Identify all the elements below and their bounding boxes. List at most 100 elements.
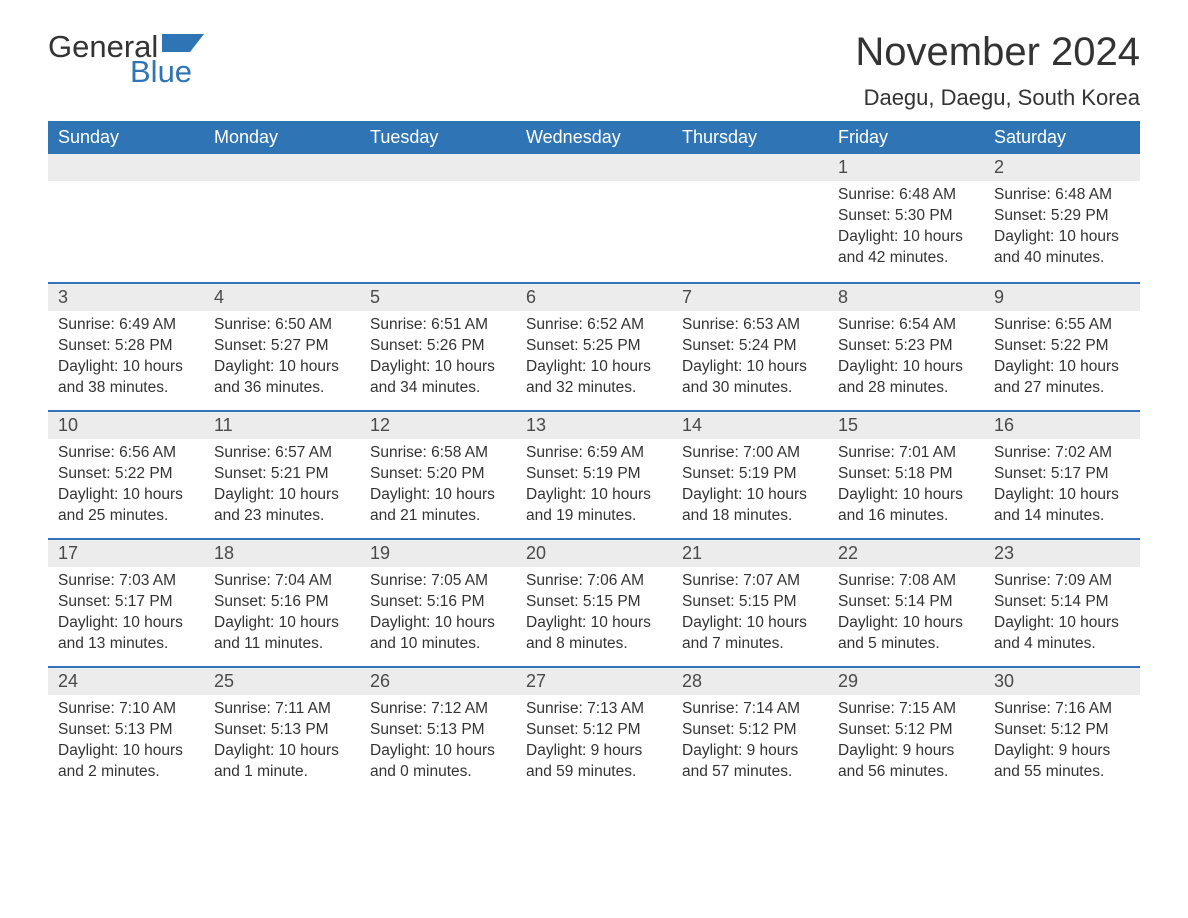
daylight-text: Daylight: 10 hours and 7 minutes. — [682, 613, 818, 655]
day-number: 2 — [984, 154, 1140, 181]
sunset-text: Sunset: 5:19 PM — [526, 464, 662, 485]
day-number: 28 — [672, 666, 828, 695]
calendar-week-row: 3Sunrise: 6:49 AMSunset: 5:28 PMDaylight… — [48, 282, 1140, 410]
calendar-day-cell — [360, 154, 516, 282]
calendar-day-cell: 9Sunrise: 6:55 AMSunset: 5:22 PMDaylight… — [984, 282, 1140, 410]
sunrise-text: Sunrise: 7:16 AM — [994, 699, 1130, 720]
sunset-text: Sunset: 5:21 PM — [214, 464, 350, 485]
day-details: Sunrise: 7:10 AMSunset: 5:13 PMDaylight:… — [48, 695, 204, 791]
day-details: Sunrise: 7:04 AMSunset: 5:16 PMDaylight:… — [204, 567, 360, 663]
day-number-empty — [204, 154, 360, 181]
daylight-text: Daylight: 10 hours and 1 minute. — [214, 741, 350, 783]
day-number: 30 — [984, 666, 1140, 695]
calendar-day-cell: 8Sunrise: 6:54 AMSunset: 5:23 PMDaylight… — [828, 282, 984, 410]
day-number: 20 — [516, 538, 672, 567]
daylight-text: Daylight: 10 hours and 36 minutes. — [214, 357, 350, 399]
sunrise-text: Sunrise: 7:00 AM — [682, 443, 818, 464]
daylight-text: Daylight: 10 hours and 21 minutes. — [370, 485, 506, 527]
sunrise-text: Sunrise: 7:11 AM — [214, 699, 350, 720]
daylight-text: Daylight: 9 hours and 56 minutes. — [838, 741, 974, 783]
daylight-text: Daylight: 10 hours and 14 minutes. — [994, 485, 1130, 527]
title-block: November 2024 Daegu, Daegu, South Korea — [855, 30, 1140, 111]
sunrise-text: Sunrise: 7:14 AM — [682, 699, 818, 720]
day-number: 24 — [48, 666, 204, 695]
calendar-day-cell: 5Sunrise: 6:51 AMSunset: 5:26 PMDaylight… — [360, 282, 516, 410]
daylight-text: Daylight: 10 hours and 25 minutes. — [58, 485, 194, 527]
sunrise-text: Sunrise: 6:58 AM — [370, 443, 506, 464]
location-text: Daegu, Daegu, South Korea — [855, 85, 1140, 111]
calendar-week-row: 24Sunrise: 7:10 AMSunset: 5:13 PMDayligh… — [48, 666, 1140, 794]
daylight-text: Daylight: 10 hours and 2 minutes. — [58, 741, 194, 783]
calendar-day-cell: 16Sunrise: 7:02 AMSunset: 5:17 PMDayligh… — [984, 410, 1140, 538]
day-details: Sunrise: 7:07 AMSunset: 5:15 PMDaylight:… — [672, 567, 828, 663]
daylight-text: Daylight: 10 hours and 10 minutes. — [370, 613, 506, 655]
sunset-text: Sunset: 5:14 PM — [838, 592, 974, 613]
sunrise-text: Sunrise: 7:03 AM — [58, 571, 194, 592]
sunrise-text: Sunrise: 6:50 AM — [214, 315, 350, 336]
daylight-text: Daylight: 10 hours and 27 minutes. — [994, 357, 1130, 399]
day-number: 29 — [828, 666, 984, 695]
calendar-day-cell — [672, 154, 828, 282]
sunset-text: Sunset: 5:15 PM — [682, 592, 818, 613]
daylight-text: Daylight: 10 hours and 5 minutes. — [838, 613, 974, 655]
sunrise-text: Sunrise: 7:05 AM — [370, 571, 506, 592]
sunset-text: Sunset: 5:13 PM — [214, 720, 350, 741]
sunset-text: Sunset: 5:30 PM — [838, 206, 974, 227]
sunrise-text: Sunrise: 7:12 AM — [370, 699, 506, 720]
day-number: 23 — [984, 538, 1140, 567]
sunset-text: Sunset: 5:16 PM — [214, 592, 350, 613]
calendar-day-cell: 10Sunrise: 6:56 AMSunset: 5:22 PMDayligh… — [48, 410, 204, 538]
weekday-header-row: Sunday Monday Tuesday Wednesday Thursday… — [48, 121, 1140, 154]
calendar-day-cell — [48, 154, 204, 282]
sunset-text: Sunset: 5:14 PM — [994, 592, 1130, 613]
day-details: Sunrise: 6:48 AMSunset: 5:29 PMDaylight:… — [984, 181, 1140, 277]
calendar-table: Sunday Monday Tuesday Wednesday Thursday… — [48, 121, 1140, 794]
brand-part2: Blue — [130, 56, 204, 87]
calendar-day-cell: 17Sunrise: 7:03 AMSunset: 5:17 PMDayligh… — [48, 538, 204, 666]
sunrise-text: Sunrise: 6:48 AM — [994, 185, 1130, 206]
day-number: 13 — [516, 410, 672, 439]
sunset-text: Sunset: 5:12 PM — [838, 720, 974, 741]
day-number: 19 — [360, 538, 516, 567]
calendar-day-cell: 3Sunrise: 6:49 AMSunset: 5:28 PMDaylight… — [48, 282, 204, 410]
calendar-day-cell: 6Sunrise: 6:52 AMSunset: 5:25 PMDaylight… — [516, 282, 672, 410]
weekday-header: Sunday — [48, 121, 204, 154]
day-number: 22 — [828, 538, 984, 567]
calendar-day-cell: 27Sunrise: 7:13 AMSunset: 5:12 PMDayligh… — [516, 666, 672, 794]
daylight-text: Daylight: 10 hours and 16 minutes. — [838, 485, 974, 527]
flag-icon — [162, 30, 204, 56]
calendar-day-cell: 24Sunrise: 7:10 AMSunset: 5:13 PMDayligh… — [48, 666, 204, 794]
sunset-text: Sunset: 5:27 PM — [214, 336, 350, 357]
day-details: Sunrise: 6:55 AMSunset: 5:22 PMDaylight:… — [984, 311, 1140, 407]
day-details: Sunrise: 7:06 AMSunset: 5:15 PMDaylight:… — [516, 567, 672, 663]
sunrise-text: Sunrise: 6:53 AM — [682, 315, 818, 336]
day-details: Sunrise: 7:16 AMSunset: 5:12 PMDaylight:… — [984, 695, 1140, 791]
day-number: 9 — [984, 282, 1140, 311]
sunrise-text: Sunrise: 6:49 AM — [58, 315, 194, 336]
day-details: Sunrise: 7:14 AMSunset: 5:12 PMDaylight:… — [672, 695, 828, 791]
day-number-empty — [48, 154, 204, 181]
calendar-day-cell: 29Sunrise: 7:15 AMSunset: 5:12 PMDayligh… — [828, 666, 984, 794]
day-number: 1 — [828, 154, 984, 181]
sunset-text: Sunset: 5:13 PM — [370, 720, 506, 741]
day-number: 3 — [48, 282, 204, 311]
daylight-text: Daylight: 10 hours and 34 minutes. — [370, 357, 506, 399]
page-header: General Blue November 2024 Daegu, Daegu,… — [48, 30, 1140, 111]
daylight-text: Daylight: 10 hours and 40 minutes. — [994, 227, 1130, 269]
sunset-text: Sunset: 5:19 PM — [682, 464, 818, 485]
sunset-text: Sunset: 5:22 PM — [58, 464, 194, 485]
sunrise-text: Sunrise: 6:57 AM — [214, 443, 350, 464]
sunrise-text: Sunrise: 7:09 AM — [994, 571, 1130, 592]
daylight-text: Daylight: 9 hours and 55 minutes. — [994, 741, 1130, 783]
weekday-header: Saturday — [984, 121, 1140, 154]
sunset-text: Sunset: 5:17 PM — [58, 592, 194, 613]
day-details: Sunrise: 7:08 AMSunset: 5:14 PMDaylight:… — [828, 567, 984, 663]
day-details: Sunrise: 7:02 AMSunset: 5:17 PMDaylight:… — [984, 439, 1140, 535]
day-details: Sunrise: 7:12 AMSunset: 5:13 PMDaylight:… — [360, 695, 516, 791]
sunrise-text: Sunrise: 6:48 AM — [838, 185, 974, 206]
sunset-text: Sunset: 5:12 PM — [526, 720, 662, 741]
day-details: Sunrise: 7:15 AMSunset: 5:12 PMDaylight:… — [828, 695, 984, 791]
calendar-day-cell: 18Sunrise: 7:04 AMSunset: 5:16 PMDayligh… — [204, 538, 360, 666]
day-number-empty — [672, 154, 828, 181]
sunset-text: Sunset: 5:26 PM — [370, 336, 506, 357]
